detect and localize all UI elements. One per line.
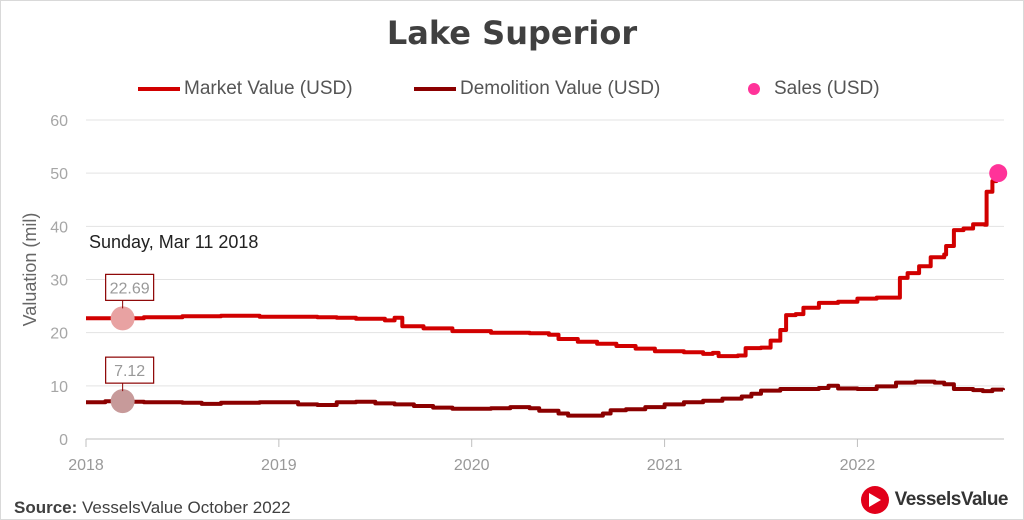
tooltip-marker: [110, 389, 135, 414]
vesselsvalue-logo-icon: [860, 486, 889, 514]
brand-logo[interactable]: VesselsValue: [860, 486, 1009, 514]
sales-swatch: [748, 83, 760, 95]
tooltip-box: [105, 356, 155, 384]
x-axis: 2018 2019 2020 2021 2022: [68, 439, 875, 474]
y-tick-label: 10: [50, 379, 68, 396]
source-note: Source: VesselsValue October 2022: [14, 498, 291, 518]
legend-label-market-value: Market Value (USD): [184, 78, 353, 99]
tooltip-value: 7.12: [114, 363, 145, 380]
y-axis: 0 10 20 30 40 50 60: [50, 113, 68, 449]
x-tick-label: 2022: [840, 457, 876, 474]
legend-label-sales: Sales (USD): [774, 78, 880, 99]
y-tick-label: 60: [50, 113, 68, 130]
tooltip-value: 22.69: [110, 280, 150, 297]
legend-item-market-value[interactable]: Market Value (USD): [138, 78, 353, 100]
y-tick-label: 20: [50, 326, 68, 343]
legend-item-sales[interactable]: Sales (USD): [748, 78, 880, 100]
x-tick-label: 2019: [261, 457, 297, 474]
legend: Market Value (USD) Demolition Value (USD…: [0, 78, 1024, 104]
tooltip: Sunday, Mar 11 2018 22.69 7.12: [89, 232, 258, 414]
tooltip-date: Sunday, Mar 11 2018: [89, 232, 258, 252]
y-tick-label: 0: [59, 432, 68, 449]
market-value-swatch: [138, 87, 180, 91]
y-tick-label: 40: [50, 219, 68, 236]
series-lines: [86, 164, 1008, 418]
grid: [86, 119, 1004, 440]
x-tick-label: 2018: [68, 457, 104, 474]
y-tick-label: 30: [50, 273, 68, 290]
y-axis-label: Valuation (mil): [20, 213, 40, 327]
sales-point: [989, 164, 1008, 183]
demolition-value-swatch: [414, 87, 456, 91]
series-line-1: [86, 379, 1005, 418]
x-tick-label: 2021: [647, 457, 683, 474]
brand-name: VesselsValue: [894, 489, 1009, 510]
series-line-0: [86, 168, 1005, 359]
tooltip-marker: [110, 306, 135, 331]
chart-title: Lake Superior: [386, 14, 638, 52]
tooltip-box: [105, 273, 155, 301]
legend-label-demolition-value: Demolition Value (USD): [460, 78, 661, 99]
source-text: VesselsValue October 2022: [82, 498, 291, 517]
y-tick-label: 50: [50, 166, 68, 183]
x-tick-label: 2020: [454, 457, 490, 474]
legend-item-demolition-value[interactable]: Demolition Value (USD): [414, 78, 660, 100]
source-label: Source:: [14, 498, 78, 517]
